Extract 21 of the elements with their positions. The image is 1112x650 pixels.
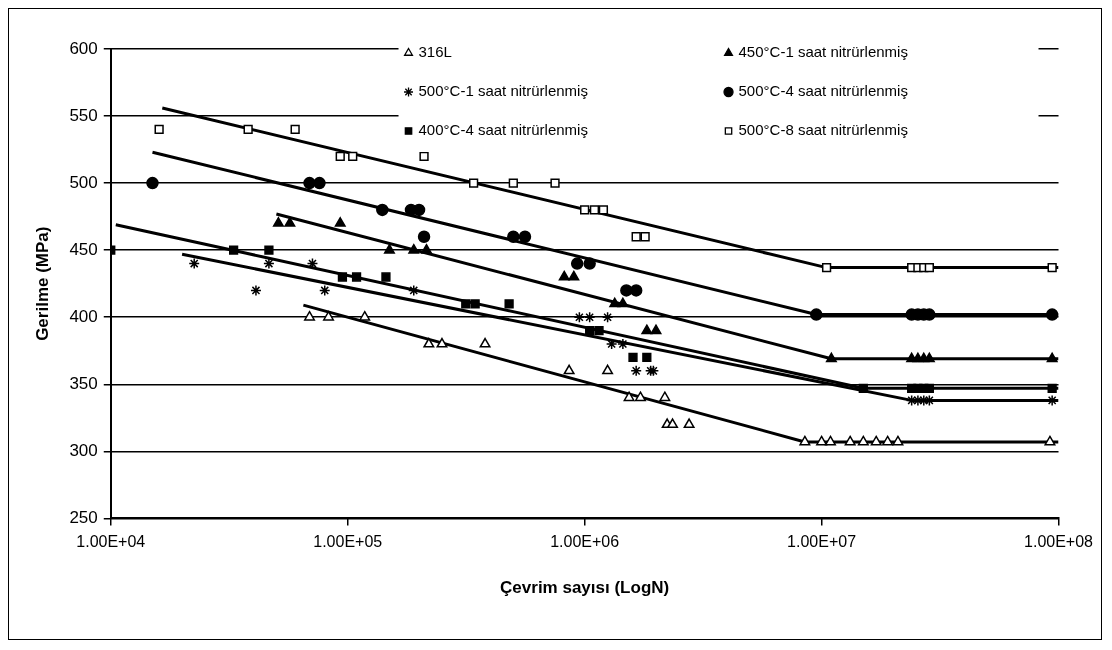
y-tick-label: 500 [69,172,98,192]
y-tick-label: 600 [69,38,98,58]
x-tick-label: 1.00E+06 [550,533,620,551]
legend-label: 500°C-4 saat nitrürlenmiş [738,82,908,100]
y-tick-label: 400 [69,306,98,326]
legend-label: 500°C-8 saat nitrürlenmiş [738,121,908,139]
y-axis-title: Gerilme (MPa) [32,226,52,341]
legend-label: 450°C-1 saat nitrürlenmiş [738,43,908,61]
y-tick-label: 550 [69,105,98,125]
x-tick-label: 1.00E+07 [787,533,857,551]
x-axis-title: Çevrim sayısı (LogN) [500,578,670,598]
legend-label: 316L [418,43,452,61]
x-tick-label: 1.00E+04 [76,533,146,551]
x-tick-label: 1.00E+05 [313,533,383,551]
y-tick-label: 250 [69,508,98,528]
y-tick-label: 350 [69,373,98,393]
y-tick-label: 450 [69,239,98,259]
x-tick-label: 1.00E+08 [1024,533,1094,551]
y-tick-label: 300 [69,441,98,461]
legend-label: 400°C-4 saat nitrürlenmiş [418,121,588,139]
legend-label: 500°C-1 saat nitrürlenmiş [418,82,588,100]
